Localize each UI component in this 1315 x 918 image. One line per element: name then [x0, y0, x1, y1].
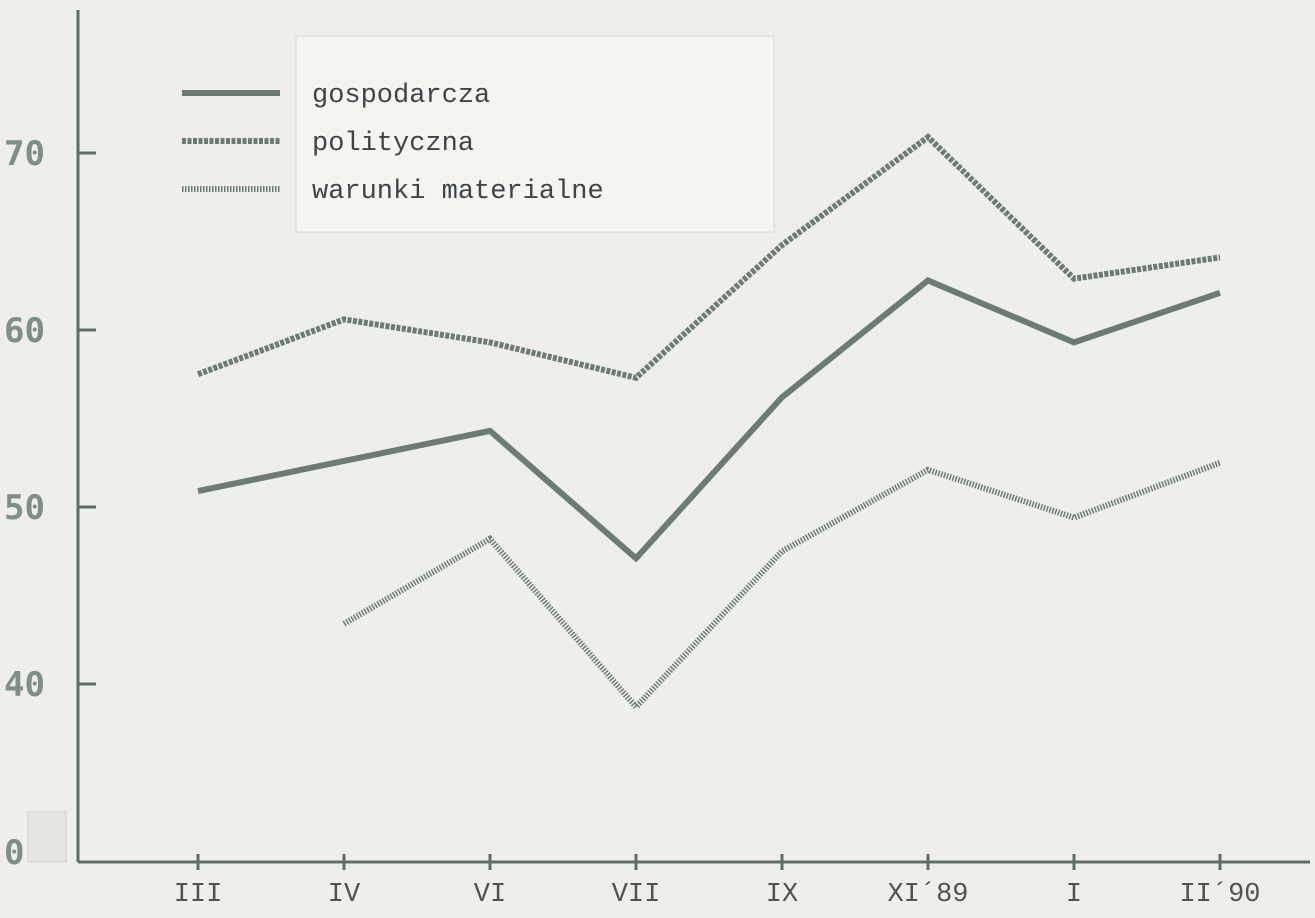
y-tick-label: 60	[4, 311, 45, 351]
legend-label-polityczna: polityczna	[312, 129, 474, 159]
x-tick-label: II´90	[1179, 880, 1260, 910]
y-axis-ticks: 0 40 50 60 70	[4, 134, 96, 873]
y-tick-label: 50	[4, 488, 45, 528]
x-tick-label: I	[1066, 880, 1082, 910]
x-tick-label: IV	[328, 880, 361, 910]
x-tick-label: III	[174, 880, 223, 910]
series-line-gospodarcza	[197, 276, 1221, 563]
x-tick-label: VI	[474, 880, 506, 910]
x-tick-label: IX	[766, 880, 798, 910]
series-line-polityczna	[196, 133, 1221, 382]
x-axis-ticks: III IV VI VII IX XI´89 I II´90	[174, 854, 1261, 910]
legend-box	[295, 35, 775, 233]
y-tick-label: 0	[4, 833, 24, 873]
x-tick-label: VII	[612, 880, 661, 910]
axis-break-box	[27, 811, 67, 863]
legend-label-warunki-materialne: warunki materialne	[312, 177, 604, 207]
legend: gospodarcza polityczna warunki materialn…	[182, 35, 775, 233]
x-tick-label: XI´89	[887, 880, 968, 910]
series-line-warunki-materialne	[342, 459, 1222, 712]
y-tick-label: 40	[4, 665, 45, 705]
legend-label-gospodarcza: gospodarcza	[312, 81, 490, 111]
y-tick-label: 70	[4, 134, 45, 174]
series-layer	[196, 133, 1222, 712]
